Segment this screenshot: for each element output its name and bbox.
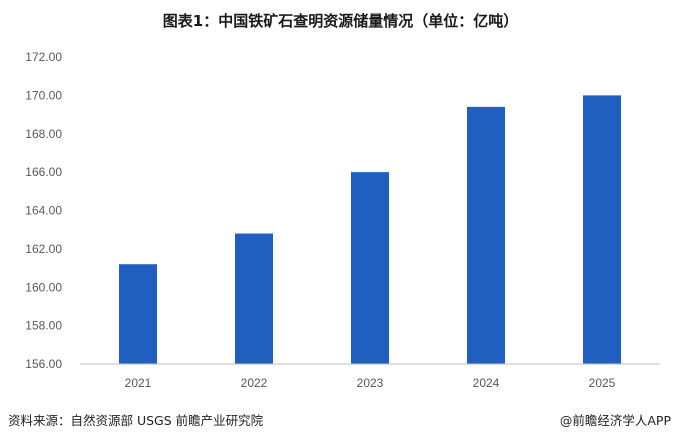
credit-note: @前瞻经济学人APP: [559, 413, 671, 428]
y-tick-label: 164.00: [25, 204, 62, 218]
y-tick-label: 166.00: [25, 165, 62, 179]
bar-2024: [467, 106, 505, 364]
bar-2023: [351, 172, 389, 364]
x-axis: 2021 2022 2023 2024 2025: [125, 376, 616, 390]
x-tick-label: 2024: [473, 376, 500, 390]
y-tick-label: 156.00: [25, 357, 62, 371]
x-tick-label: 2022: [241, 376, 268, 390]
bar-2021: [119, 264, 157, 364]
x-tick-label: 2021: [125, 376, 152, 390]
y-axis: 156.00 158.00 160.00 162.00 164.00 166.00 168.…: [25, 50, 62, 371]
y-tick-label: 170.00: [25, 88, 62, 102]
x-tick-label: 2023: [357, 376, 384, 390]
y-tick-label: 158.00: [25, 319, 62, 333]
chart-title: 图表1：中国铁矿石查明资源储量情况（单位：亿吨）: [162, 12, 519, 30]
bars: [119, 95, 621, 364]
bar-2025: [583, 95, 621, 364]
x-tick-label: 2025: [589, 376, 616, 390]
source-note: 资料来源：自然资源部 USGS 前瞻产业研究院: [8, 413, 264, 428]
y-tick-label: 160.00: [25, 280, 62, 294]
y-tick-label: 168.00: [25, 127, 62, 141]
y-tick-label: 162.00: [25, 242, 62, 256]
bar-2022: [235, 233, 273, 364]
y-tick-label: 172.00: [25, 50, 62, 64]
